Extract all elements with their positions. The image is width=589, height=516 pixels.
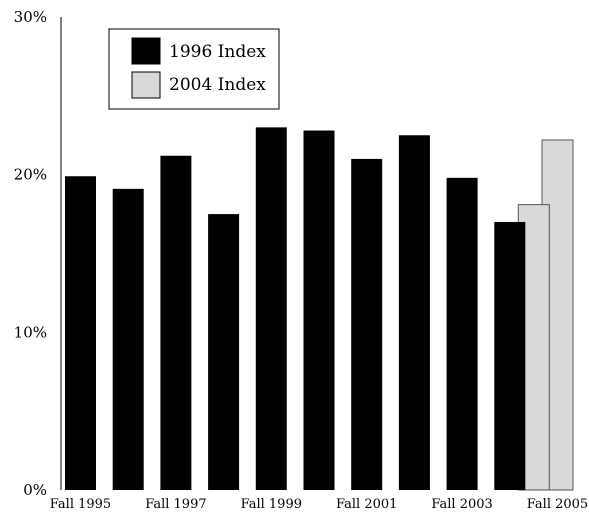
legend-label-1996-index: 1996 Index — [169, 42, 266, 62]
legend: 1996 Index 2004 Index — [108, 28, 280, 110]
bar-1996-index-fall-2003 — [446, 177, 478, 490]
bar-1996-index-fall-2004 — [494, 221, 526, 490]
y-tick-label: 0% — [23, 481, 47, 499]
bar-1996-index-fall-2000 — [303, 130, 335, 490]
bar-1996-index-fall-1999 — [255, 127, 287, 490]
x-tick-label: Fall 2003 — [431, 497, 492, 512]
bar-1996-index-fall-2002 — [398, 135, 430, 490]
bar-1996-index-fall-1995 — [65, 176, 96, 490]
bars — [65, 127, 574, 491]
x-tick-label: Fall 2001 — [336, 497, 397, 512]
legend-swatch-2004-index — [131, 71, 161, 99]
y-tick-label: 20% — [14, 166, 47, 184]
bar-1996-index-fall-1996 — [112, 188, 144, 490]
y-axis-ticks: 0% 10% 20% 30% — [14, 8, 47, 499]
y-tick-label: 30% — [14, 8, 47, 26]
bar-1996-index-fall-1998 — [208, 214, 240, 491]
legend-label-2004-index: 2004 Index — [169, 75, 266, 95]
bar-1996-index-fall-1997 — [160, 155, 192, 490]
y-tick-label: 10% — [14, 323, 47, 341]
x-axis-ticks: Fall 1995 Fall 1997 Fall 1999 Fall 2001 Fall… — [50, 497, 588, 512]
x-tick-label: Fall 1995 — [50, 497, 111, 512]
x-tick-label: Fall 1999 — [241, 497, 302, 512]
x-tick-label: Fall 1997 — [145, 497, 206, 512]
legend-swatch-1996-index — [131, 37, 161, 65]
x-tick-label: Fall 2005 — [527, 497, 588, 512]
bar-1996-index-fall-2001 — [351, 158, 383, 490]
